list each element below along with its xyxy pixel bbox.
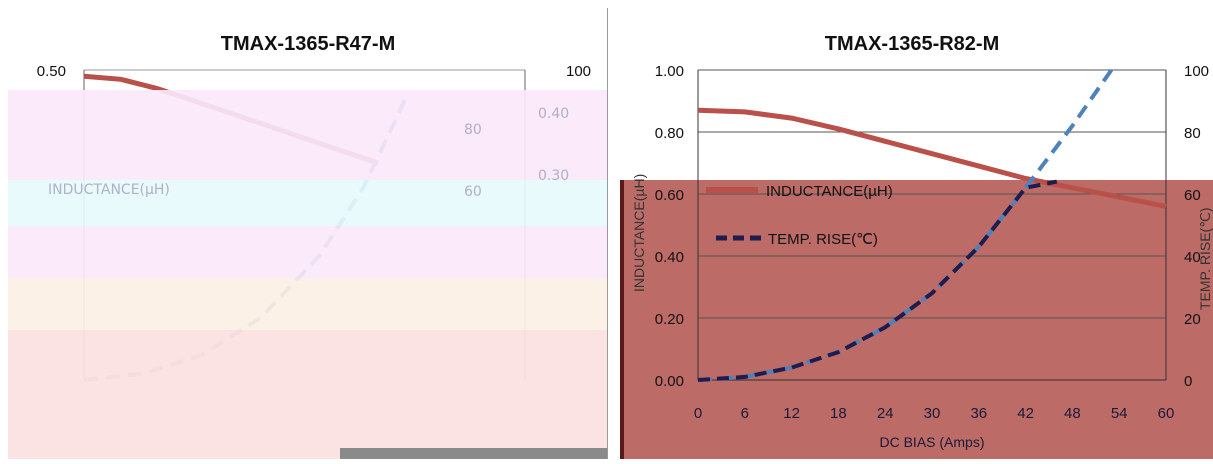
right-panel-overlay-edge [620,180,624,459]
right-left-tick-label: 0.20 [655,311,684,328]
overlay-band [8,90,608,180]
right-series-inductance-line [697,107,1167,209]
legend-temp-rise-label: TEMP. RISE(℃) [768,231,878,248]
right-right-tick-label: 0 [1184,373,1192,390]
x-tick-label: 12 [783,405,800,422]
overlay-band [8,180,608,226]
right-left-tick-label: 1.00 [655,63,684,80]
left-right-tick-label: 80 [464,122,482,138]
right-series-temp-rise-overlay-line [697,179,1058,382]
left-left-tick-label: 0.40 [538,106,570,122]
right-right-axis-title: TEMP. RISE(℃) [1197,207,1213,310]
right-left-tick-label: 0.40 [655,249,684,266]
right-panel-overlay-block [620,180,1213,459]
left-left-tick-label: 0.30 [538,168,570,184]
right-right-tick-label: 100 [1184,63,1209,80]
x-tick-label: 36 [970,405,987,422]
x-tick-label: 6 [741,405,749,422]
x-tick-label: 18 [830,405,847,422]
overlay-band [8,226,608,278]
x-tick-label: 30 [924,405,941,422]
x-tick-label: 48 [1064,405,1081,422]
right-right-tick-label: 20 [1184,311,1201,328]
left-legend-inductance-label: INDUCTANCE(µH) [48,182,170,198]
x-tick-label: 60 [1158,405,1175,422]
x-tick-label: 24 [877,405,894,422]
overlay-band [8,330,608,459]
left-tick-label-top: 0.50 [37,63,66,80]
right-right-tick-label: 40 [1184,249,1201,266]
right-series-temp-rise-line [697,68,1114,382]
right-right-tick-label: 80 [1184,125,1201,142]
x-tick-label: 42 [1017,405,1034,422]
overlay-bar [340,448,608,459]
right-left-tick-label: 0.60 [655,187,684,204]
right-left-tick-label: 0.80 [655,125,684,142]
x-tick-label: 54 [1111,405,1128,422]
right-chart-title: TMAX-1365-R82-M [825,33,999,55]
x-axis-title: DC BIAS (Amps) [879,434,984,450]
left-right-tick-label: 60 [464,184,482,200]
left-chart-title: TMAX-1365-R47-M [221,33,395,55]
overlay-band [8,278,608,330]
right-left-axis-title: INDUCTANCE(µH) [631,174,647,292]
panel-divider [607,8,608,459]
right-right-tick-label: 60 [1184,187,1201,204]
x-tick-label: 0 [694,405,702,422]
legend-inductance-label: INDUCTANCE(µH) [766,183,893,200]
right-left-tick-label: 0.00 [655,373,684,390]
right-tick-label-top: 100 [566,63,591,80]
